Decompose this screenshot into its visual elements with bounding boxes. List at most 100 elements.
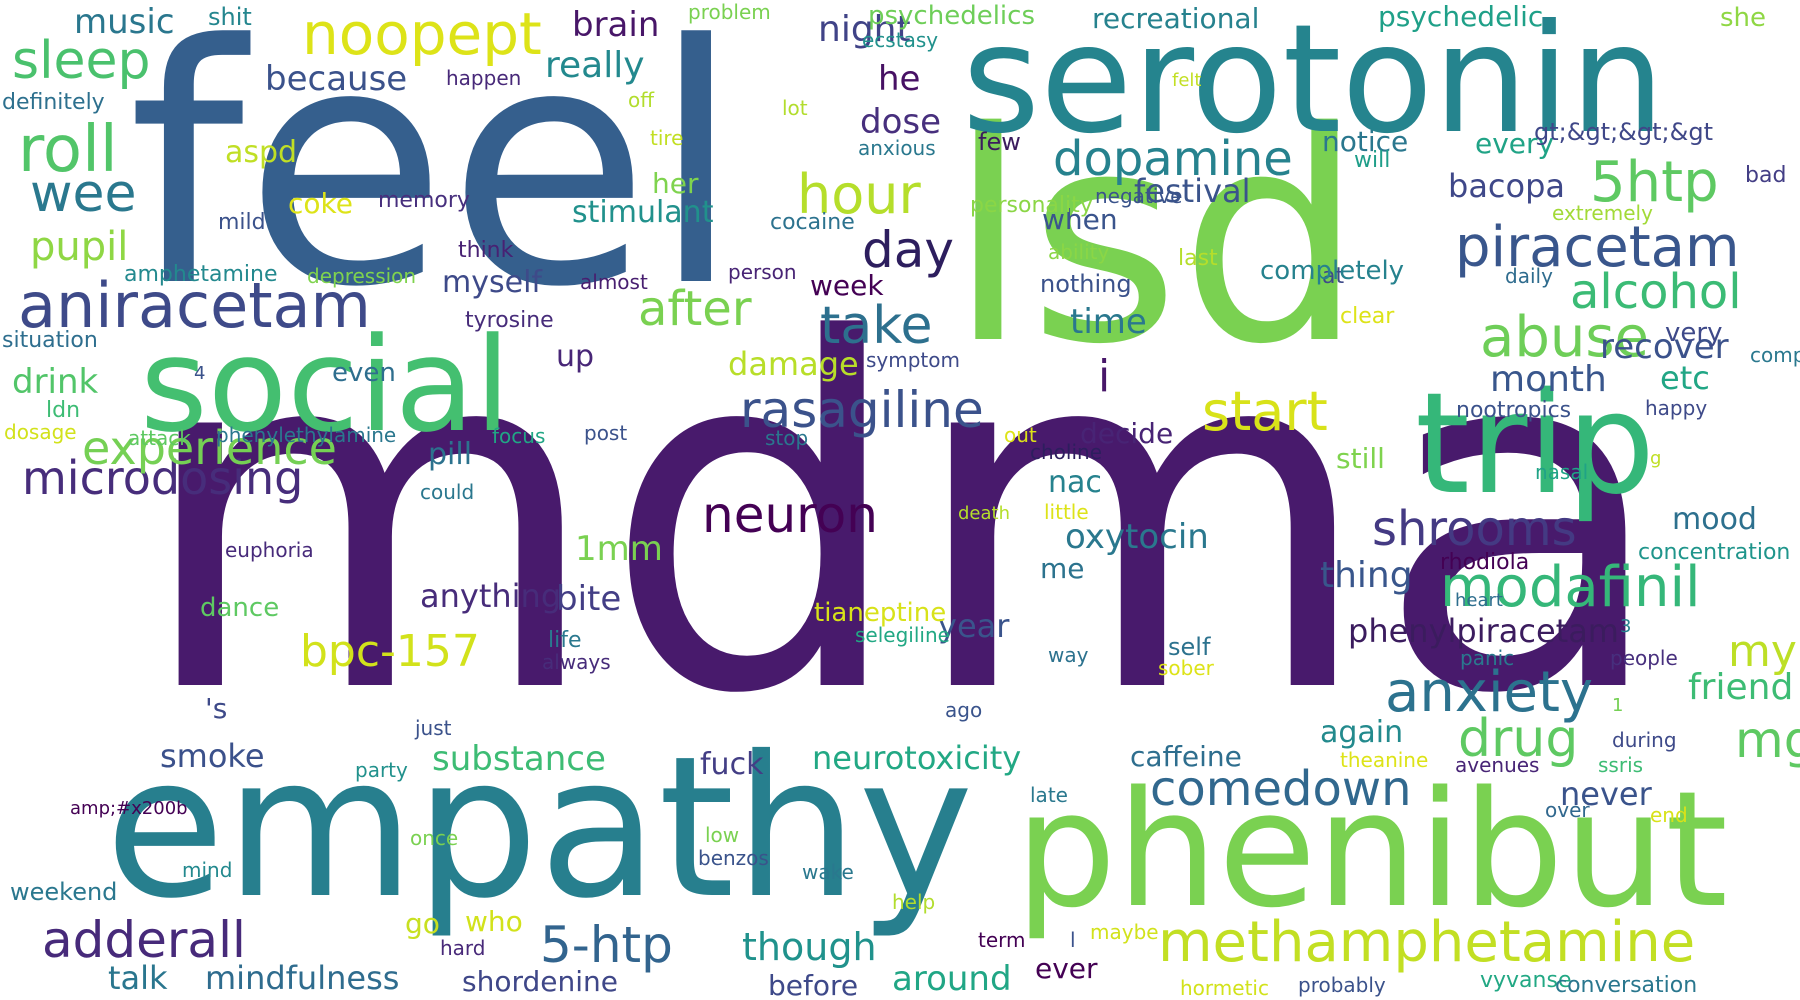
word-go: go bbox=[405, 907, 440, 940]
word-self: self bbox=[1168, 633, 1211, 661]
word-negative: negative bbox=[1095, 184, 1183, 208]
word-ldn: ldn bbox=[46, 398, 81, 423]
word-just: just bbox=[415, 716, 452, 740]
word-personality: personality bbox=[970, 193, 1093, 218]
word-person: person bbox=[728, 260, 797, 284]
word-wee: wee bbox=[30, 164, 137, 224]
word-ssris: ssris bbox=[1598, 753, 1644, 777]
word-selegiline: selegiline bbox=[855, 623, 950, 647]
word-party: party bbox=[355, 758, 408, 782]
word-neuron: neuron bbox=[702, 486, 878, 544]
word-bpc-157: bpc-157 bbox=[300, 626, 480, 677]
word-dopamine: dopamine bbox=[1053, 131, 1293, 187]
word-nasal: nasal bbox=[1535, 460, 1589, 484]
word-he: he bbox=[878, 59, 921, 99]
word-mindfulness: mindfulness bbox=[205, 959, 400, 997]
word-happen: happen bbox=[446, 66, 522, 90]
word-post: post bbox=[584, 421, 628, 445]
word-notice: notice bbox=[1322, 125, 1409, 158]
word-off: off bbox=[628, 88, 655, 112]
word-ago: ago bbox=[945, 698, 983, 722]
word-1: 1 bbox=[1612, 695, 1624, 716]
word-myself: myself bbox=[442, 265, 542, 300]
word-once: once bbox=[410, 826, 459, 850]
word-neurotoxicity: neurotoxicity bbox=[812, 739, 1022, 777]
word-l: l bbox=[1070, 928, 1076, 952]
word-pill: pill bbox=[428, 437, 473, 472]
word-stimulant: stimulant bbox=[572, 195, 714, 230]
word-4: 4 bbox=[194, 363, 206, 384]
word-depression: depression bbox=[307, 264, 417, 288]
word-low: low bbox=[705, 823, 740, 847]
word-stop: stop bbox=[765, 426, 809, 450]
word-never: never bbox=[1560, 775, 1652, 813]
word-tianeptine: tianeptine bbox=[814, 598, 947, 628]
word-decide: decide bbox=[1080, 417, 1174, 450]
word-anxious: anxious bbox=[858, 136, 936, 160]
word-end: end bbox=[1650, 803, 1688, 827]
word-phenibut: phenibut bbox=[1015, 756, 1728, 943]
word-drug: drug bbox=[1458, 709, 1579, 769]
word-mdma: mdma bbox=[135, 240, 1669, 799]
word-will: will bbox=[1354, 148, 1391, 173]
word-3: 3 bbox=[1620, 616, 1632, 637]
word-me: me bbox=[1040, 552, 1085, 585]
word-because: because bbox=[265, 59, 408, 99]
word-microdosing: microdosing bbox=[22, 451, 304, 505]
word-at: at bbox=[1322, 264, 1345, 289]
word-pupil: pupil bbox=[30, 224, 129, 270]
word-hard: hard bbox=[440, 936, 486, 960]
word-extremely: extremely bbox=[1552, 201, 1653, 225]
word-late: late bbox=[1030, 783, 1068, 807]
word-start: start bbox=[1202, 380, 1328, 443]
word-attack: attack bbox=[128, 426, 191, 450]
word-feel: feel bbox=[128, 0, 742, 359]
word-tire: tire bbox=[650, 126, 684, 150]
word-roll: roll bbox=[18, 113, 118, 187]
word-really: really bbox=[545, 45, 645, 86]
word-gt-amp-gt-amp-gt-amp-gt: gt;&gt;&gt;&gt bbox=[1534, 118, 1713, 146]
word-weekend: weekend bbox=[10, 878, 118, 906]
word-focus: focus bbox=[492, 424, 546, 448]
word-always: always bbox=[542, 650, 611, 674]
word-hormetic: hormetic bbox=[1180, 976, 1269, 1000]
word-definitely: definitely bbox=[2, 90, 105, 115]
word-before: before bbox=[768, 969, 859, 1000]
word-bacopa: bacopa bbox=[1448, 167, 1566, 205]
word-completely: completely bbox=[1260, 256, 1405, 286]
word-shrooms: shrooms bbox=[1372, 501, 1577, 557]
word-adderall: adderall bbox=[42, 911, 246, 969]
word-around: around bbox=[892, 959, 1012, 999]
word-over: over bbox=[1545, 798, 1590, 822]
word-methamphetamine: methamphetamine bbox=[1158, 910, 1696, 975]
word-year: year bbox=[938, 607, 1010, 645]
word-lsd: lsd bbox=[948, 71, 1364, 408]
word-even: even bbox=[332, 358, 396, 388]
word-serotonin: serotonin bbox=[962, 0, 1665, 167]
word-little: little bbox=[1044, 500, 1089, 524]
word-conversation: conversation bbox=[1555, 973, 1698, 998]
word-1mm: 1mm bbox=[575, 529, 663, 569]
word-amp-x200b: amp;#x200b bbox=[70, 798, 188, 819]
word-could: could bbox=[420, 480, 475, 504]
word-dance: dance bbox=[200, 593, 280, 623]
word-her: her bbox=[652, 167, 699, 200]
word-out: out bbox=[1004, 423, 1037, 447]
word-vyvanse: vyvanse bbox=[1480, 968, 1572, 993]
word-anxiety: anxiety bbox=[1385, 660, 1594, 725]
word-lot: lot bbox=[782, 96, 808, 120]
word-ability: ability bbox=[1048, 240, 1110, 264]
word-etc: etc bbox=[1660, 359, 1710, 397]
word-concentration: concentration bbox=[1638, 540, 1791, 565]
word-drink: drink bbox=[12, 362, 99, 402]
word-coke: coke bbox=[288, 187, 353, 220]
word-problem: problem bbox=[688, 0, 771, 24]
word-trip: trip bbox=[1415, 363, 1656, 526]
word-very: very bbox=[1665, 318, 1723, 348]
word-happy: happy bbox=[1645, 396, 1708, 420]
word-hour: hour bbox=[797, 163, 921, 226]
word-anything: anything bbox=[420, 577, 562, 615]
word-after: after bbox=[638, 281, 752, 337]
word-abuse: abuse bbox=[1480, 305, 1649, 370]
